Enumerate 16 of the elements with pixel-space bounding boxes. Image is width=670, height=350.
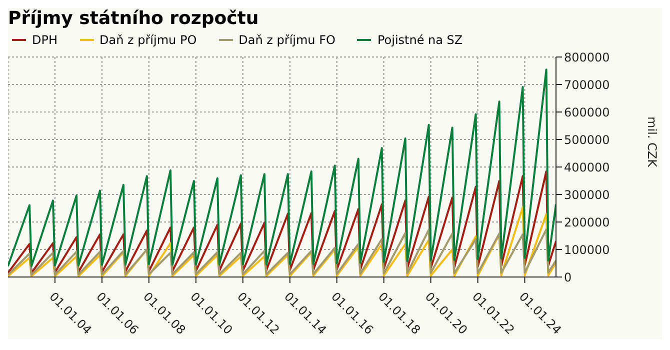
y-axis-title: mil. CZK [644,116,659,168]
legend-label: Daň z příjmu FO [238,33,336,47]
chart-title: Příjmy státního rozpočtu [8,8,260,31]
line-series [8,68,556,267]
legend-label: Daň z příjmu PO [100,33,197,47]
y-tick-label: 600000 [564,105,610,120]
y-tick-label: 800000 [564,50,610,64]
legend-label: DPH [32,33,58,47]
y-tick-label: 500000 [564,132,610,147]
y-tick-label: 200000 [564,215,610,230]
y-tick-label: 300000 [564,188,610,202]
y-tick-label: 0 [564,270,572,284]
legend-label: Pojistné na SZ [377,33,463,47]
y-tick-label: 400000 [564,160,610,174]
y-tick-label: 100000 [564,242,610,257]
y-tick-label: 700000 [564,78,610,92]
